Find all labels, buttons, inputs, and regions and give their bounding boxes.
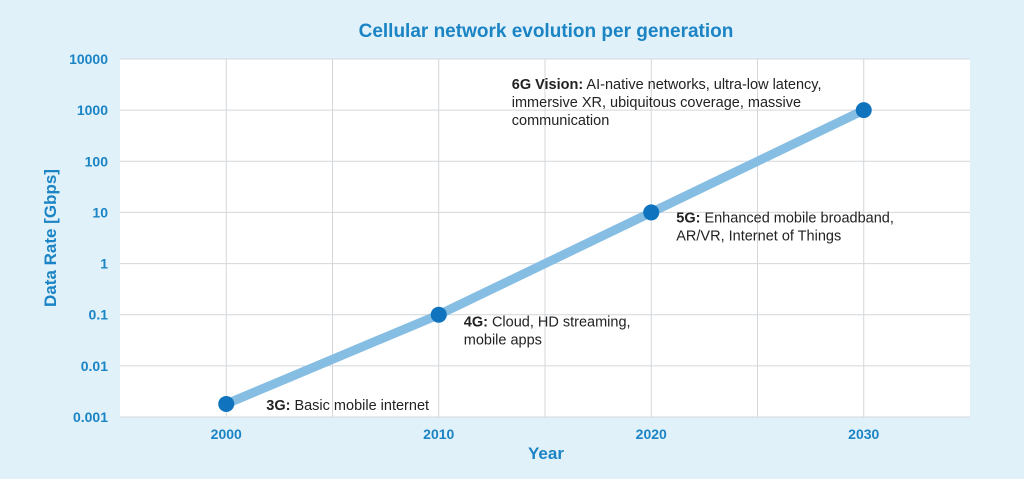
y-tick-label: 10 — [92, 204, 108, 220]
y-axis-title: Data Rate [Gbps] — [41, 169, 60, 307]
x-tick-label: 2030 — [848, 426, 879, 442]
grid-lines — [120, 58, 970, 418]
y-tick-label: 100 — [85, 153, 109, 169]
series-line — [221, 105, 869, 409]
point-annotation: 3G: Basic mobile internet — [266, 398, 429, 414]
x-axis-title: Year — [528, 444, 564, 463]
data-point — [855, 102, 872, 119]
series-group — [218, 102, 872, 412]
point-annotation: 6G Vision: AI-native networks, ultra-low… — [512, 77, 822, 129]
data-point — [430, 306, 447, 323]
annotations-group: 3G: Basic mobile internet 4G: Cloud, HD s… — [266, 77, 894, 414]
x-tick-label: 2020 — [636, 426, 667, 442]
y-tick-label: 10000 — [69, 51, 108, 67]
y-tick-label: 0.1 — [89, 307, 109, 323]
data-point — [643, 204, 660, 221]
x-axis-ticks: 2000 2010 2020 2030 — [211, 426, 880, 442]
y-tick-label: 1 — [100, 256, 108, 272]
y-axis-ticks: 0.001 0.01 0.1 1 10 100 1000 10000 — [69, 51, 108, 425]
point-annotation: 4G: Cloud, HD streaming, mobile apps — [464, 315, 631, 349]
y-tick-label: 0.01 — [81, 358, 108, 374]
y-tick-label: 1000 — [77, 102, 108, 118]
x-tick-label: 2010 — [423, 426, 454, 442]
data-point — [218, 395, 235, 412]
x-tick-label: 2000 — [211, 426, 242, 442]
chart-title: Cellular network evolution per generatio… — [359, 21, 734, 42]
y-tick-label: 0.001 — [73, 409, 108, 425]
point-annotation: 5G: Enhanced mobile broadband, AR/VR, Int… — [676, 210, 894, 244]
